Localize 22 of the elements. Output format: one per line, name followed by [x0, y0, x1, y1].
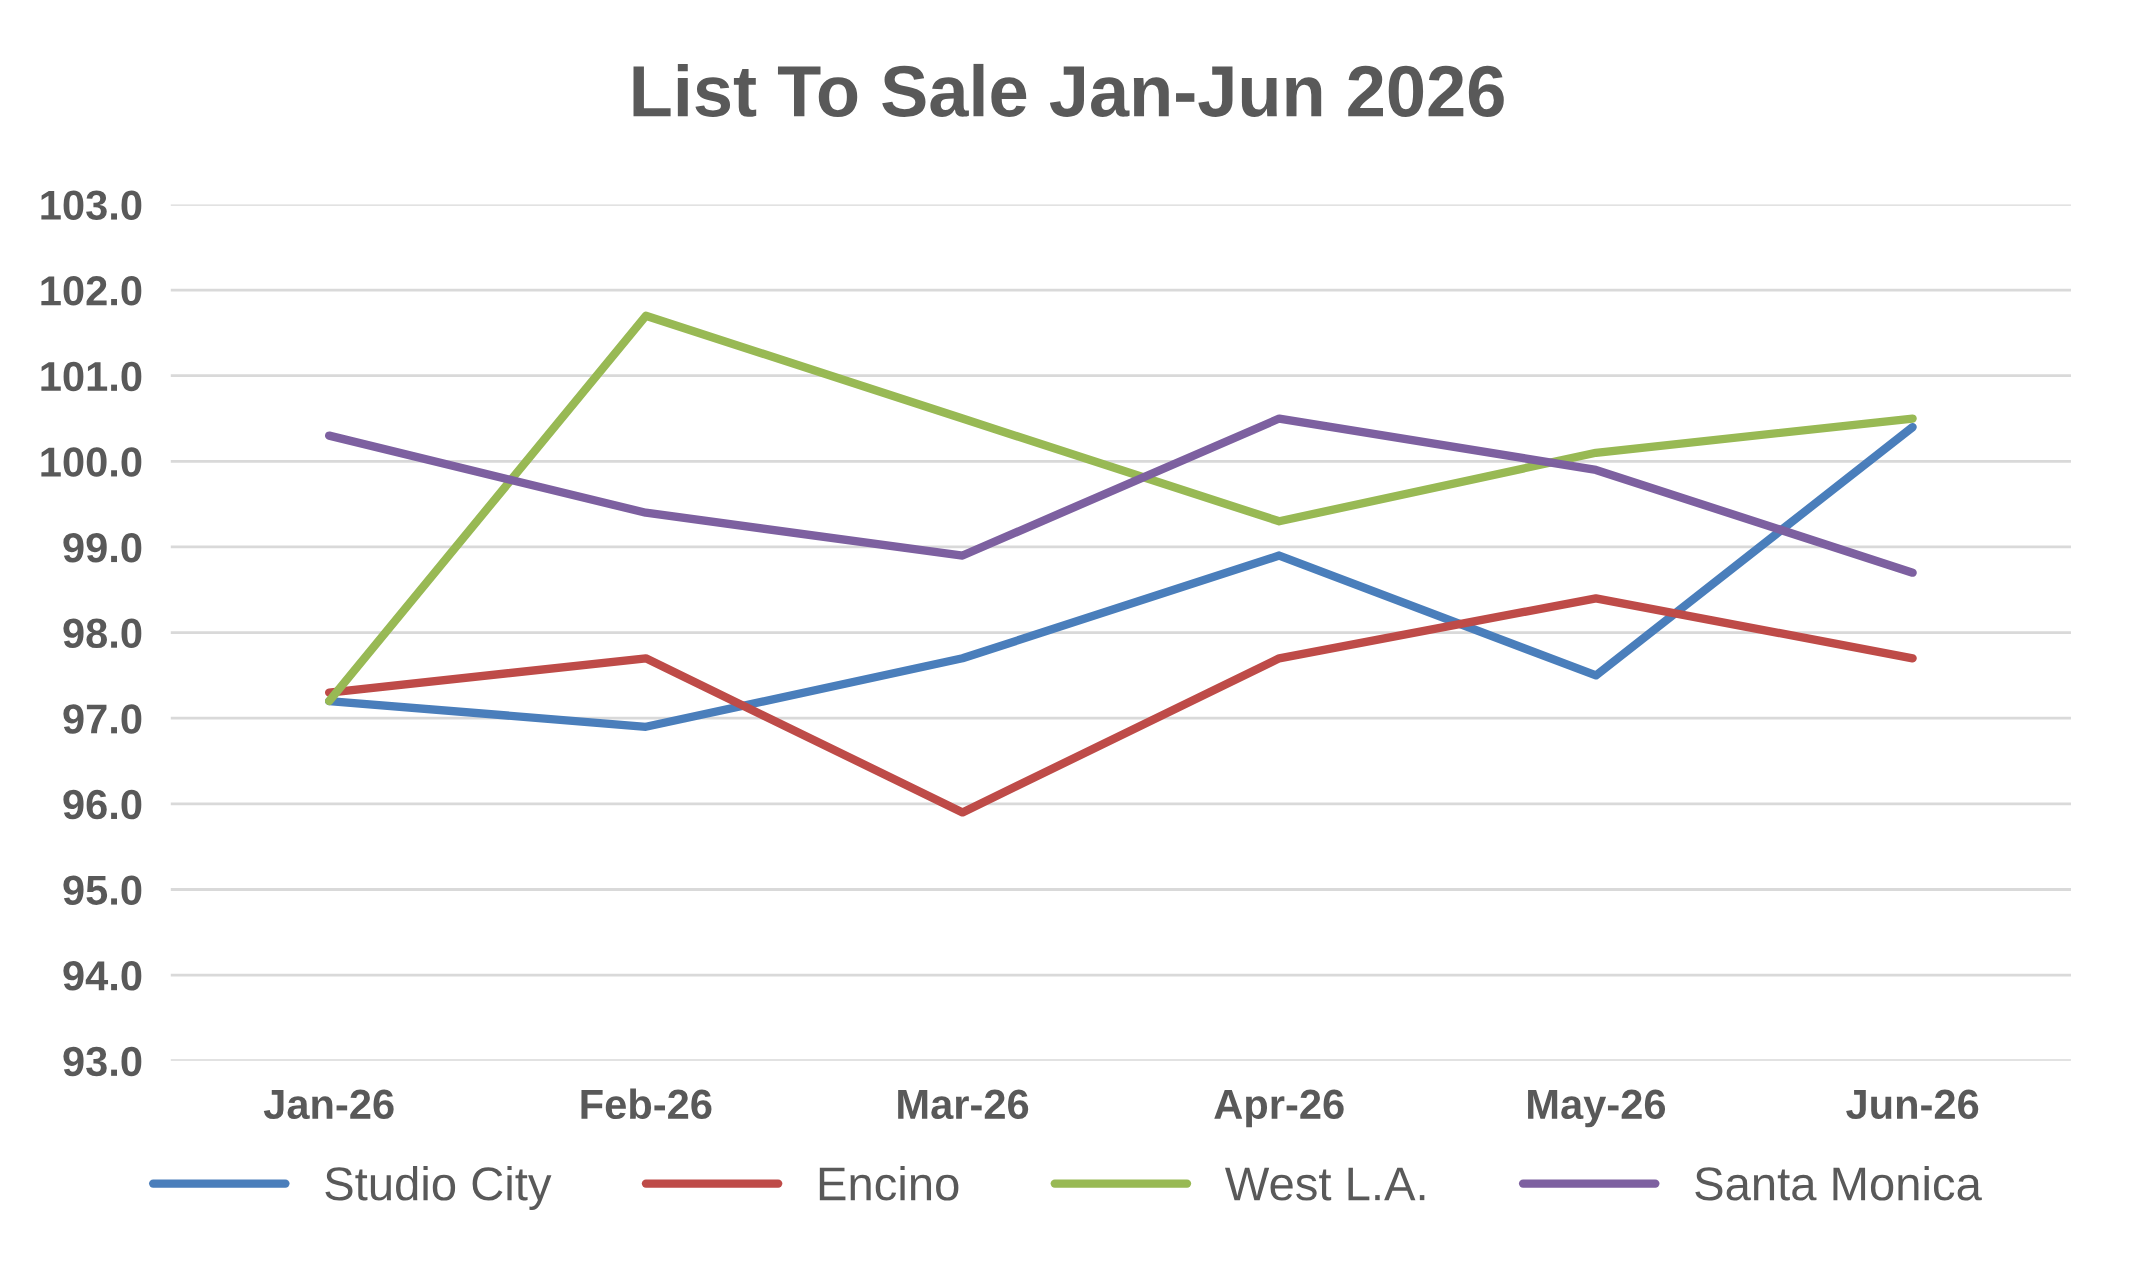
y-tick-label: 102.0 — [41, 276, 142, 306]
y-tick-label: 95.0 — [63, 875, 142, 905]
y-tick-label: 99.0 — [63, 532, 142, 563]
y-tick-label: 97.0 — [63, 704, 142, 734]
y-tick-label: 93.0 — [63, 1046, 142, 1077]
legend-label: Studio City — [325, 1165, 552, 1210]
x-tick-label: Jan-26 — [263, 1089, 394, 1120]
y-tick-label: 98.0 — [63, 618, 142, 649]
y-tick-label: 101.0 — [41, 361, 142, 392]
x-tick-label: May-26 — [1528, 1089, 1666, 1128]
y-tick-label: 100.0 — [41, 447, 142, 477]
legend-label: Santa Monica — [1695, 1165, 1982, 1201]
legend-label: West L.A. — [1224, 1167, 1425, 1201]
x-tick-label: Apr-26 — [1214, 1089, 1344, 1128]
x-tick-label: Feb-26 — [581, 1088, 712, 1120]
chart-title: List To Sale Jan-Jun 2026 — [633, 63, 1504, 117]
y-tick-label: 103.0 — [41, 190, 142, 221]
legend-label: Encino — [819, 1165, 959, 1201]
y-tick-label: 96.0 — [63, 789, 142, 820]
x-tick-label: Jun-26 — [1846, 1089, 1979, 1120]
x-tick-label: Mar-26 — [898, 1089, 1029, 1120]
y-tick-label: 94.0 — [63, 961, 142, 991]
